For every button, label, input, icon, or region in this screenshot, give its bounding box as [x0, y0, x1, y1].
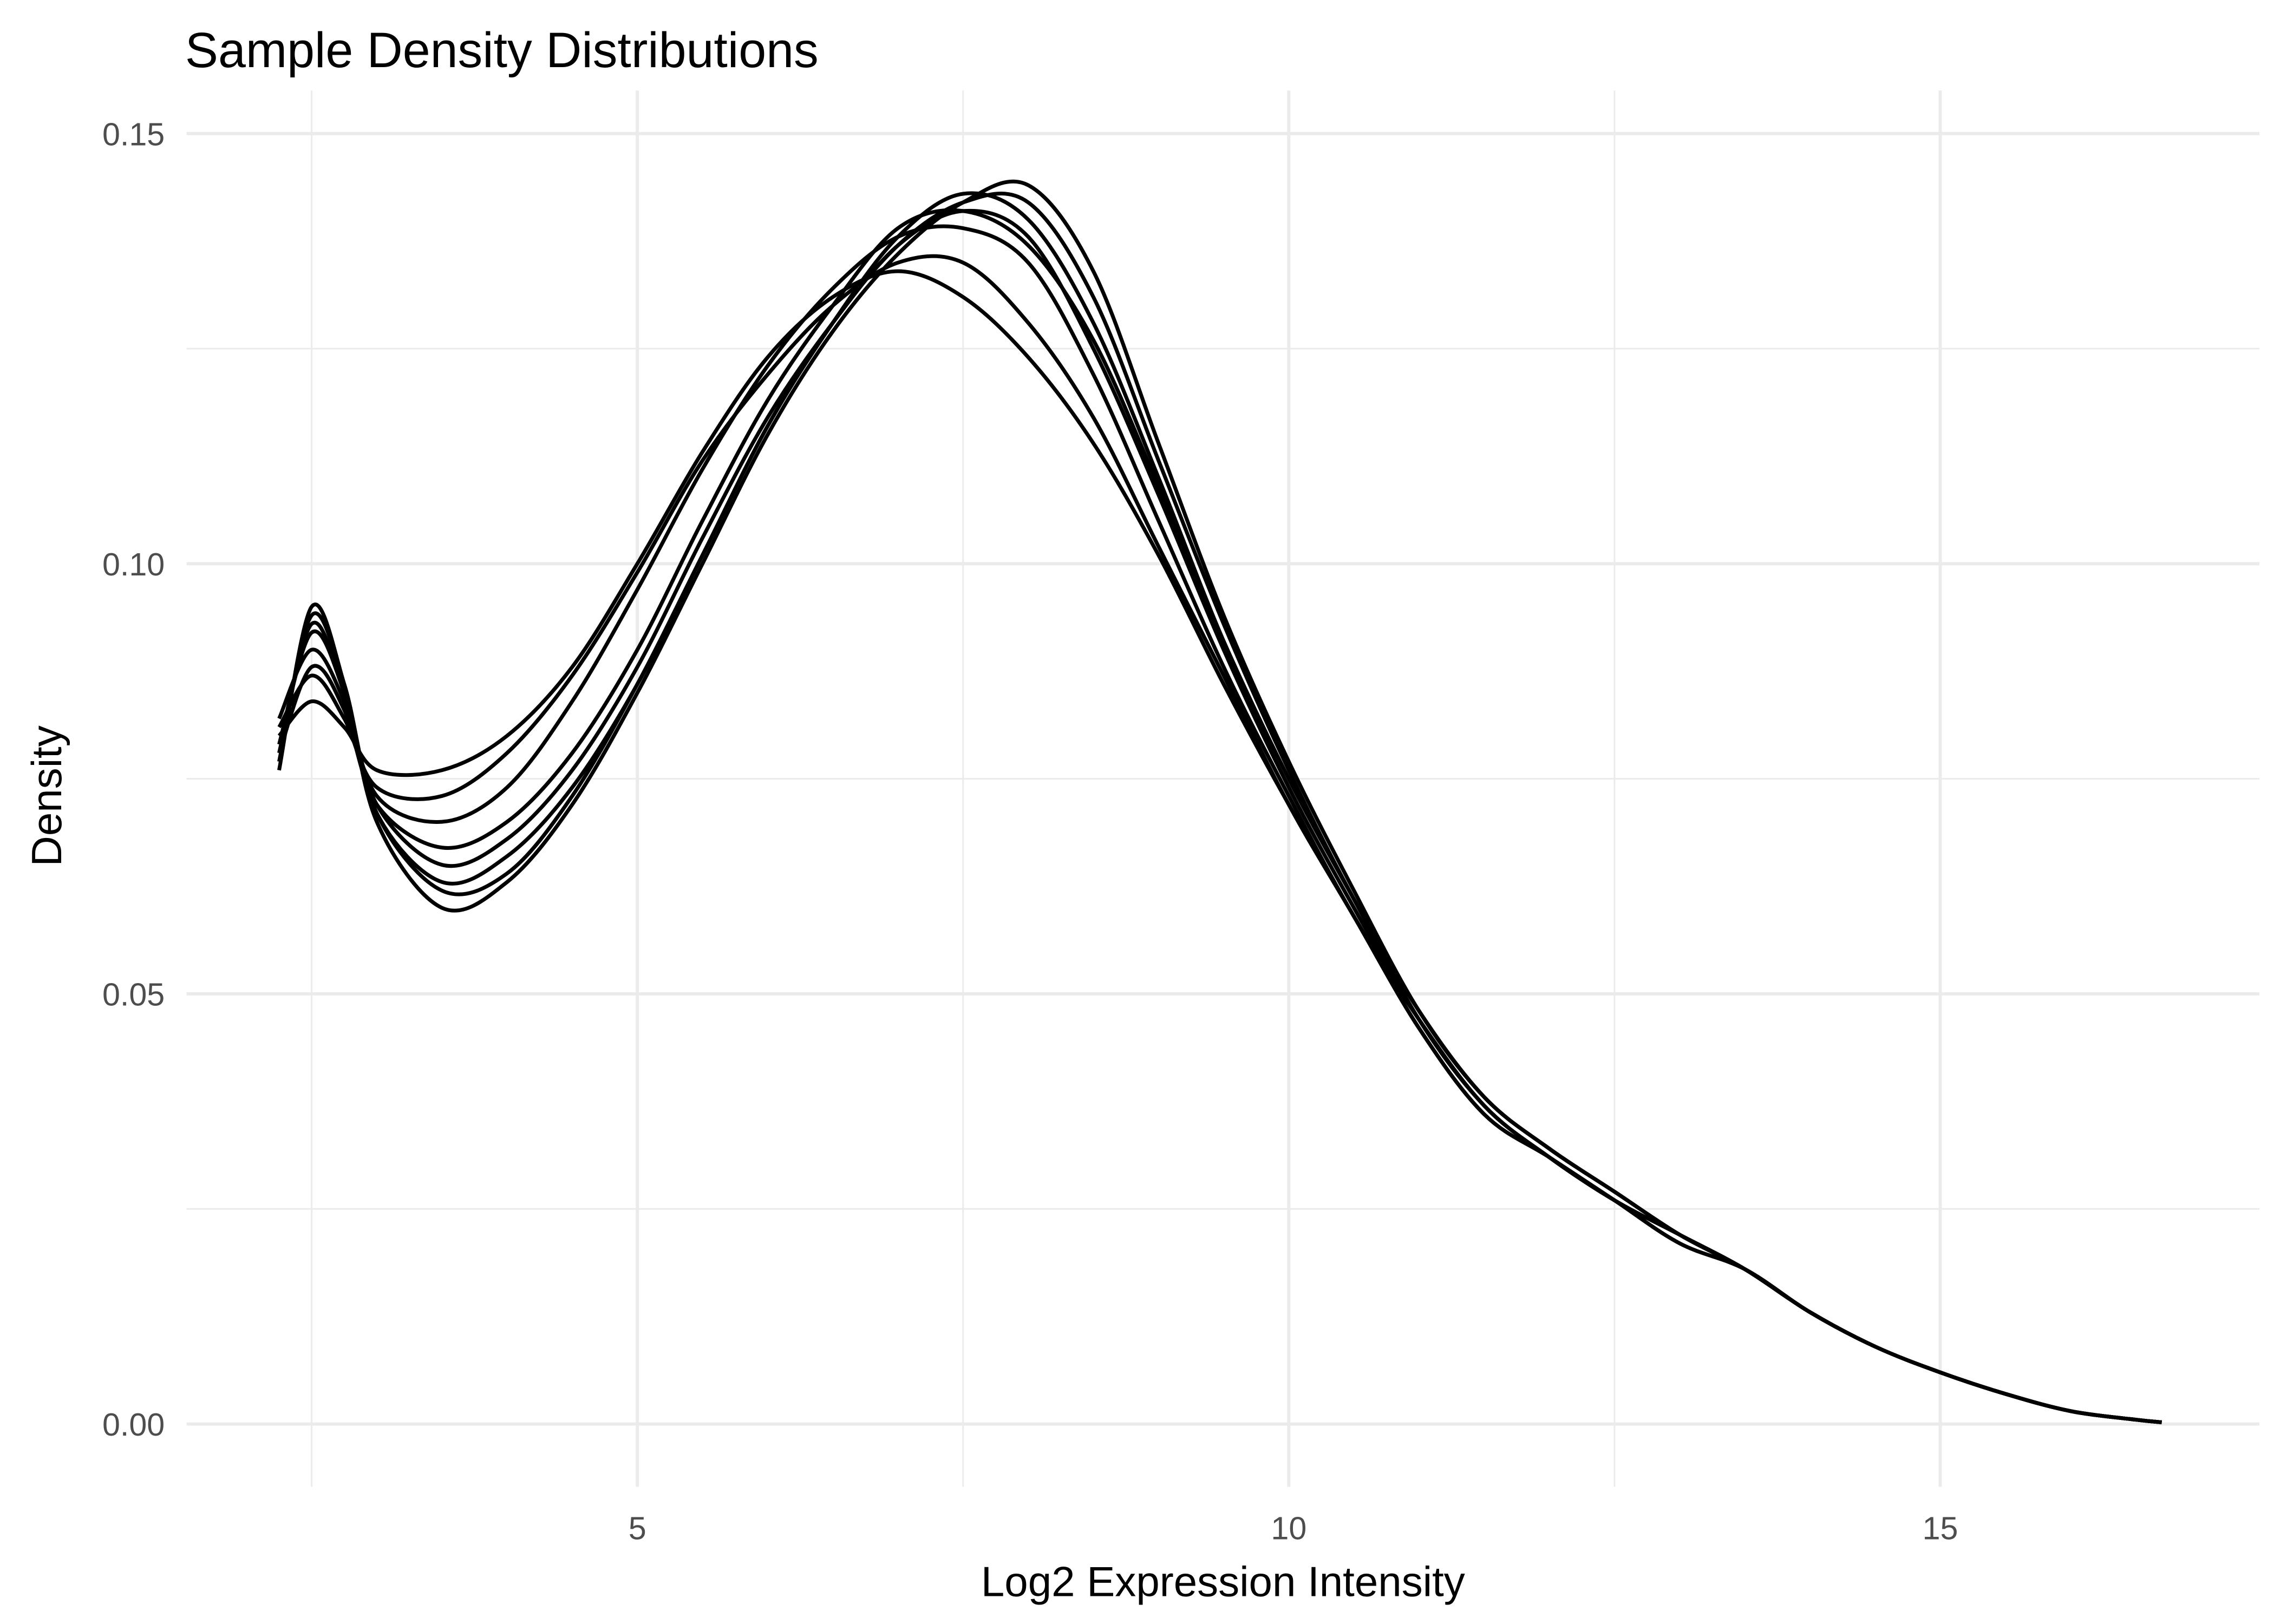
y-tick-label: 0.00	[102, 1406, 165, 1443]
density-line-sample-5	[277, 191, 2162, 1424]
y-tick-label: 0.15	[102, 116, 165, 152]
x-tick-label: 5	[629, 1510, 646, 1546]
chart-title: Sample Density Distributions	[185, 23, 819, 78]
density-lines	[277, 179, 2162, 1424]
density-line-sample-4	[277, 224, 2162, 1424]
x-tick-label: 10	[1271, 1510, 1306, 1546]
x-axis-label: Log2 Expression Intensity	[981, 1557, 1465, 1605]
y-tick-label: 0.05	[102, 976, 165, 1012]
y-axis-label: Density	[23, 725, 70, 866]
density-line-sample-1	[277, 208, 2162, 1424]
density-line-sample-2	[277, 269, 2162, 1424]
density-line-sample-8	[277, 191, 2162, 1424]
grid	[186, 90, 2260, 1487]
density-line-sample-7	[277, 254, 2162, 1424]
density-line-sample-6	[277, 208, 2162, 1424]
y-tick-label: 0.10	[102, 546, 165, 582]
x-tick-label: 15	[1923, 1510, 1958, 1546]
tick-labels: 5 10 15 0.00 0.05 0.10 0.15	[102, 116, 1958, 1546]
